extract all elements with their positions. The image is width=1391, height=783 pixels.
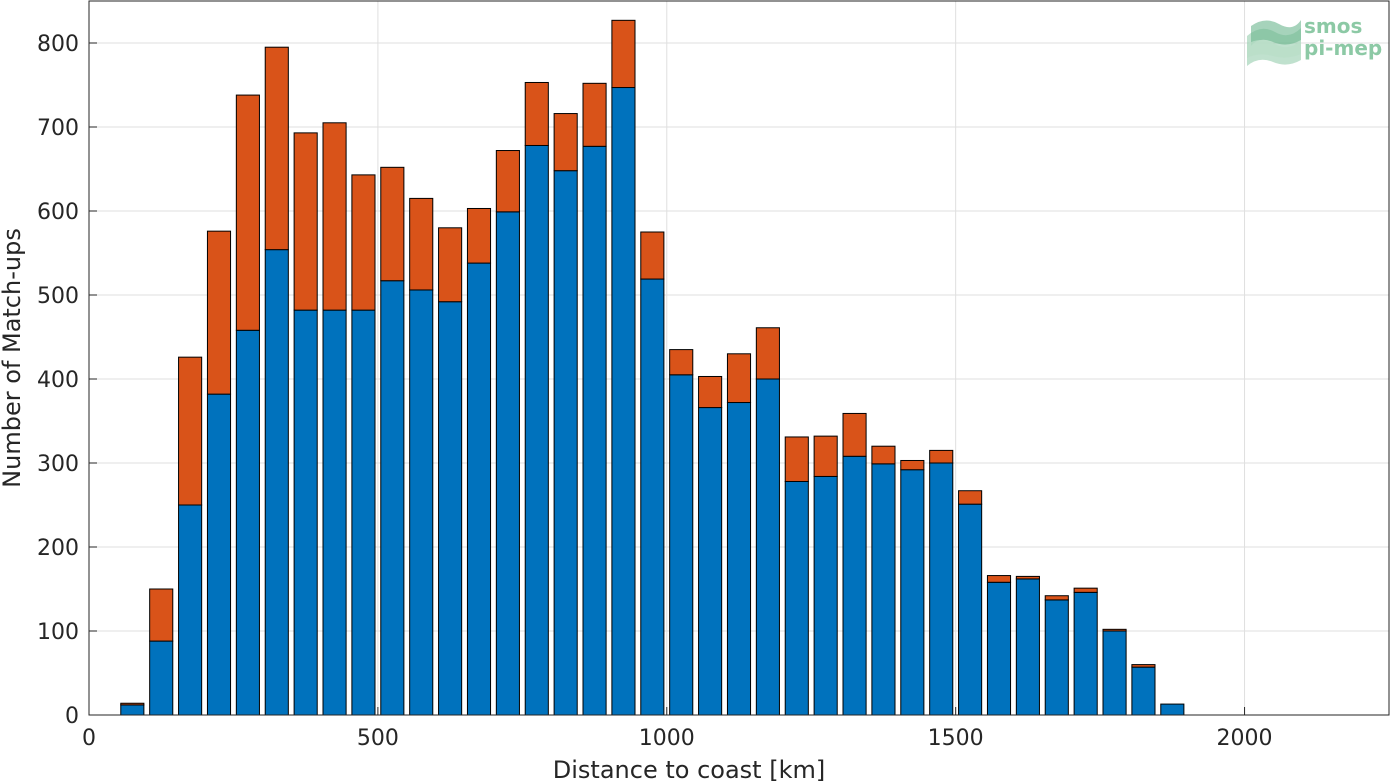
bar-upper-segment — [1102, 628, 1127, 632]
bar-upper-segment — [640, 231, 665, 280]
smos-pi-mep-logo: smos pi-mep — [1247, 14, 1382, 66]
bar-lower-segment — [495, 211, 520, 716]
bar-lower-segment — [755, 378, 780, 716]
y-tick-label: 600 — [37, 200, 79, 225]
bar-lower-segment — [1015, 578, 1040, 716]
bar-upper-segment — [986, 575, 1012, 583]
bar-upper-segment — [264, 46, 289, 251]
bar-lower-segment — [698, 407, 723, 716]
bar-lower-segment — [466, 262, 492, 716]
bar-lower-segment — [726, 402, 752, 716]
bar-upper-segment — [178, 356, 203, 506]
y-tick-label: 200 — [37, 536, 79, 561]
x-tick-label: 500 — [357, 726, 399, 751]
bar-upper-segment — [495, 150, 520, 213]
bar-lower-segment — [986, 581, 1012, 716]
bar-upper-segment — [1131, 664, 1156, 668]
bar-upper-segment — [582, 82, 607, 147]
bar-upper-segment — [842, 412, 867, 457]
x-tick-label: 2000 — [1217, 726, 1273, 751]
bar-lower-segment — [842, 455, 867, 716]
bar-upper-segment — [929, 449, 954, 464]
bar-upper-segment — [669, 349, 694, 376]
bar-lower-segment — [1131, 666, 1156, 716]
bar-upper-segment — [755, 327, 780, 380]
bar-lower-segment — [553, 170, 578, 716]
bar-upper-segment — [438, 227, 463, 303]
bar-lower-segment — [264, 249, 289, 716]
bar-lower-segment — [611, 87, 636, 716]
bar-upper-segment — [900, 459, 925, 471]
bars — [120, 19, 1185, 716]
bar-lower-segment — [958, 503, 983, 716]
bar-upper-segment — [1044, 595, 1069, 601]
bar-lower-segment — [640, 278, 665, 716]
bar-upper-segment — [726, 353, 752, 404]
bar-upper-segment — [698, 375, 723, 409]
bar-lower-segment — [871, 463, 896, 716]
bar-upper-segment — [524, 81, 549, 146]
bar-lower-segment — [149, 640, 174, 716]
bar-upper-segment — [351, 174, 376, 311]
y-tick-label: 500 — [37, 284, 79, 309]
y-tick-label: 800 — [37, 32, 79, 57]
bar-upper-segment — [235, 94, 260, 331]
x-axis-label: Distance to coast [km] — [553, 756, 825, 783]
bar-upper-segment — [1015, 575, 1040, 580]
bar-lower-segment — [1102, 630, 1127, 716]
y-tick-label: 700 — [37, 116, 79, 141]
logo-text-pi-mep: pi-mep — [1304, 36, 1382, 60]
y-tick-label: 100 — [37, 620, 79, 645]
bar-lower-segment — [178, 504, 203, 716]
bar-upper-segment — [466, 207, 492, 264]
bar-upper-segment — [813, 435, 838, 477]
bar-upper-segment — [553, 113, 578, 172]
bar-upper-segment — [409, 197, 434, 291]
bar-lower-segment — [582, 145, 607, 716]
bar-upper-segment — [206, 230, 232, 395]
bar-upper-segment — [611, 19, 636, 89]
bar-lower-segment — [438, 301, 463, 716]
bar-lower-segment — [235, 329, 260, 716]
bar-lower-segment — [409, 289, 434, 716]
tick-labels: 0 500 1000 1500 2000 0 100 200 300 400 500 600 700 80… — [37, 32, 1273, 751]
x-tick-label: 1000 — [639, 726, 695, 751]
bar-upper-segment — [1073, 587, 1098, 593]
bar-upper-segment — [958, 490, 983, 505]
bar-lower-segment — [351, 309, 376, 716]
plot-frame — [88, 0, 1390, 716]
bar-lower-segment — [524, 144, 549, 716]
bar-upper-segment — [784, 436, 809, 482]
x-tick-label: 1500 — [928, 726, 984, 751]
bar-lower-segment — [380, 280, 405, 716]
bar-lower-segment — [293, 309, 318, 716]
bar-upper-segment — [380, 166, 405, 282]
y-tick-label: 400 — [37, 368, 79, 393]
bar-lower-segment — [784, 480, 809, 716]
bar-lower-segment — [929, 462, 954, 716]
bar-upper-segment — [120, 702, 145, 706]
bar-lower-segment — [1073, 591, 1098, 716]
bar-upper-segment — [293, 132, 318, 311]
bar-lower-segment — [669, 374, 694, 716]
x-tick-label: 0 — [82, 726, 96, 751]
bar-lower-segment — [1160, 703, 1185, 716]
bar-lower-segment — [1044, 599, 1069, 716]
y-tick-label: 0 — [65, 704, 79, 729]
bar-lower-segment — [900, 469, 925, 716]
y-tick-label: 300 — [37, 452, 79, 477]
y-axis-label: Number of Match-ups — [0, 228, 26, 488]
bar-upper-segment — [149, 588, 174, 642]
bar-lower-segment — [813, 475, 838, 716]
bar-lower-segment — [322, 309, 347, 716]
logo-wave-icon — [1247, 20, 1301, 66]
bar-lower-segment — [206, 393, 232, 716]
bar-lower-segment — [120, 704, 145, 716]
logo-text-smos: smos — [1304, 14, 1362, 38]
bar-upper-segment — [871, 445, 896, 465]
bar-upper-segment — [322, 122, 347, 311]
